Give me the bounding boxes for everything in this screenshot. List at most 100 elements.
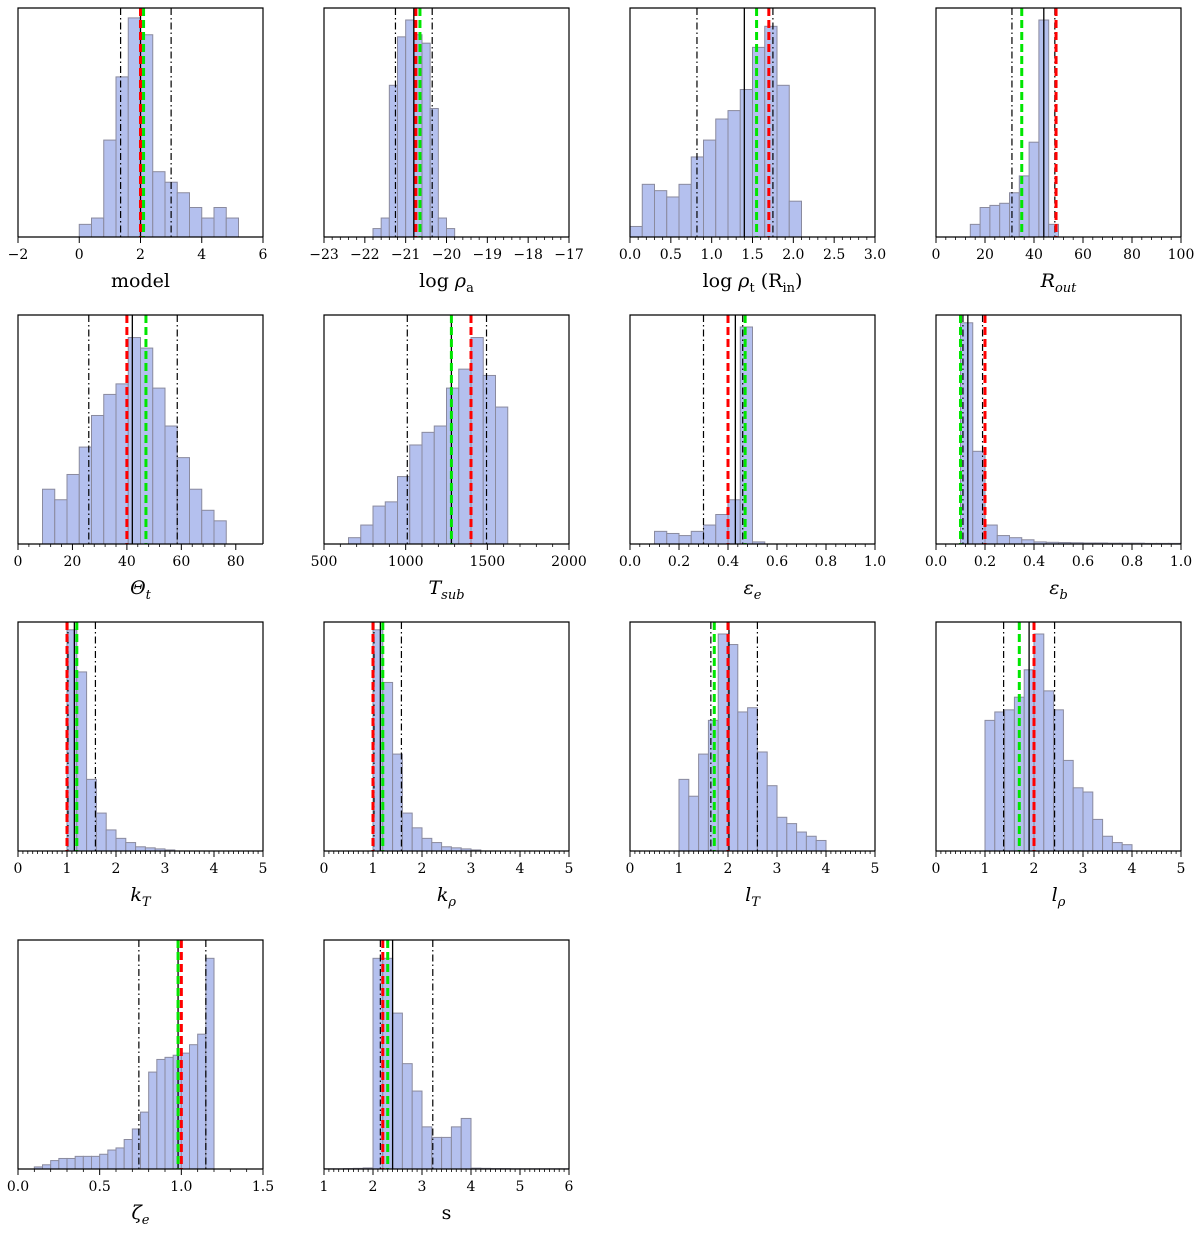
x-ticks: −2 0 2 4 6: [8, 237, 268, 263]
histogram-bar: [678, 535, 692, 545]
x-ticks: 0 1 2 3 4 5: [320, 851, 574, 877]
tick-label: 40: [1025, 247, 1043, 263]
x-ticks: 0.0 0.5 1.0 1.5 2.0 2.5 3.0: [619, 237, 886, 263]
histogram-bar: [66, 1157, 76, 1170]
axes-frame: [935, 621, 1182, 851]
axes-frame: [629, 314, 876, 544]
tick-label: 20: [64, 554, 82, 570]
tick-label: 1: [320, 1179, 329, 1195]
tick-label: 500: [311, 554, 338, 570]
histogram-bar: [91, 1155, 101, 1170]
panel-k_rho: 0 1 2 3 4 5 kρ: [320, 621, 574, 910]
tick-label: 0.0: [7, 1179, 29, 1195]
tick-label: 1: [63, 861, 72, 877]
tick-label: 0: [14, 861, 23, 877]
panel-k_T: 0 1 2 3 4 5 kT: [14, 621, 267, 910]
histogram-bar: [42, 1164, 52, 1170]
axes-frame: [17, 939, 264, 1169]
histogram-bar: [470, 337, 484, 545]
histogram-bar: [125, 842, 137, 852]
histogram-bars: [629, 25, 802, 238]
histogram-bar: [409, 444, 423, 545]
histogram-bar: [78, 223, 92, 238]
histogram-bars: [678, 633, 827, 852]
tick-label: −18: [513, 247, 543, 263]
panel-R_out: 0 20 40 60 80 100 Rout: [932, 7, 1194, 296]
histogram-bar: [999, 202, 1011, 238]
histogram-bar: [372, 228, 382, 238]
histogram-bar: [989, 204, 1001, 238]
histogram-bar: [715, 118, 729, 238]
tick-label: 0.6: [766, 554, 788, 570]
tick-label: 2: [369, 1179, 378, 1195]
tick-label: 0.5: [660, 247, 682, 263]
panel-l_rho: 0 1 2 3 4 5 lρ: [932, 621, 1185, 910]
histogram-bar: [397, 476, 411, 545]
axes-frame: [629, 7, 876, 237]
panel-model: −2 0 2 4 6 model: [8, 7, 268, 292]
histogram-bar: [727, 110, 741, 238]
histogram-bars: [348, 337, 509, 545]
axis-label: Θt: [130, 577, 152, 603]
histogram-bar: [996, 535, 1010, 545]
histogram-bar: [441, 846, 452, 852]
axis-label-subscript: e: [142, 1213, 150, 1228]
tick-label: 0.2: [974, 554, 996, 570]
histogram-bar: [1028, 141, 1040, 238]
histogram-bar: [1072, 787, 1084, 852]
tick-label: 1.5: [252, 1179, 274, 1195]
axes-frame: [935, 314, 1182, 544]
tick-label: 4: [822, 861, 831, 877]
histogram-bars: [372, 629, 482, 852]
tick-label: 1.0: [701, 247, 723, 263]
axis-label-text: Θ: [130, 577, 146, 599]
tick-label: 5: [565, 861, 574, 877]
histogram-bar: [698, 753, 709, 852]
histogram-bar: [739, 89, 753, 238]
histogram-bar: [984, 524, 998, 545]
tick-label: 3: [161, 861, 170, 877]
histogram-bar: [82, 1155, 93, 1170]
histogram-bar: [979, 207, 991, 238]
tick-label: 0.8: [1121, 554, 1143, 570]
histogram-bar: [688, 795, 700, 852]
histogram-bar: [411, 1090, 423, 1170]
histogram-bar: [140, 1111, 150, 1170]
histogram-bar: [103, 139, 117, 238]
histogram-bar: [437, 217, 448, 238]
histogram-bar: [429, 107, 439, 238]
axis-label-symbol: ρ: [454, 270, 467, 292]
histogram-bars: [960, 322, 1182, 545]
tick-label: 60: [1074, 247, 1092, 263]
histogram-bar: [123, 1139, 133, 1170]
reference-lines: [371, 622, 403, 851]
histogram-bar: [654, 530, 668, 545]
axis-label-subscript: T: [751, 895, 761, 910]
axis-label-subscript: T: [142, 895, 152, 910]
tick-label: 2: [418, 861, 427, 877]
reference-lines: [702, 315, 747, 544]
tick-label: 0.6: [1072, 554, 1094, 570]
axis-label: εb: [1049, 577, 1068, 603]
axis-label-text: ε: [744, 577, 754, 599]
histogram-bar: [458, 368, 472, 545]
x-ticks: 1 2 3 4 5 6: [320, 1169, 574, 1195]
histogram-bar: [421, 431, 435, 545]
histogram-bar: [796, 831, 807, 852]
tick-label: 3: [1079, 861, 1088, 877]
axis-label-subscript: b: [1059, 588, 1067, 603]
histogram-bar: [1082, 791, 1094, 852]
histogram-bar: [450, 1126, 462, 1170]
x-ticks: 0 20 40 60 80: [14, 544, 245, 570]
histogram-bar: [737, 711, 749, 852]
histogram-bar: [666, 196, 680, 238]
x-ticks: 500 1000 1500 2000: [311, 544, 587, 570]
histogram-bar: [815, 839, 827, 852]
histogram-bar: [629, 225, 643, 238]
tick-label: 0.0: [619, 247, 641, 263]
histogram-bar: [74, 1155, 84, 1170]
axis-label-subscript: sub: [441, 588, 464, 603]
x-ticks: 0 1 2 3 4 5: [932, 851, 1185, 877]
histogram-bar: [91, 217, 105, 238]
axis-label-text: ε: [1049, 577, 1059, 599]
